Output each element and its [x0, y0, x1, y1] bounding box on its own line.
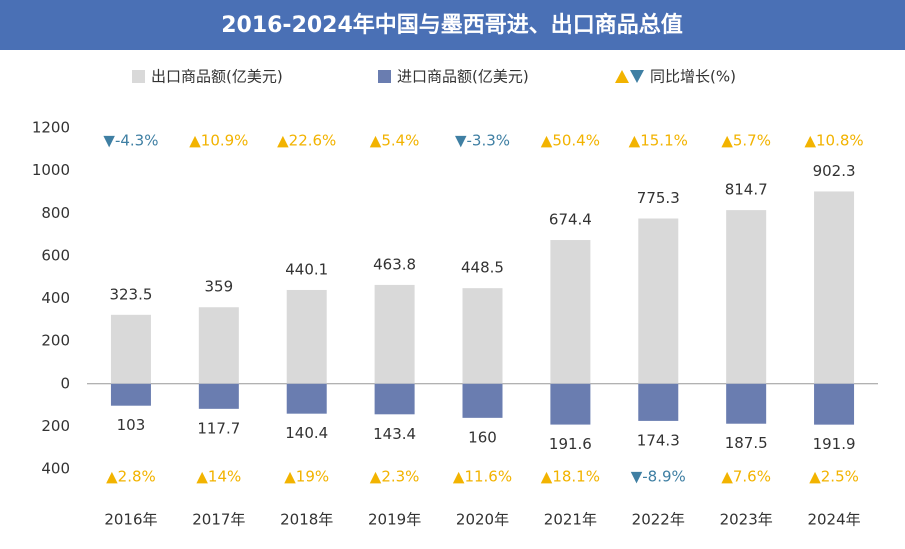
bar — [814, 383, 855, 425]
data-label: 117.7 — [197, 419, 240, 437]
bar — [726, 210, 767, 384]
y-tick-label: 400 — [41, 460, 70, 478]
legend-swatch — [132, 70, 145, 83]
legend-label: 进口商品额(亿美元) — [397, 68, 529, 86]
x-tick-label: 2023年 — [720, 511, 773, 529]
data-label: 814.7 — [725, 181, 768, 199]
growth-label: ▲2.3% — [370, 468, 420, 486]
bar — [110, 314, 151, 384]
growth-label: ▲7.6% — [721, 468, 771, 486]
data-label: 174.3 — [637, 431, 680, 449]
x-tick-label: 2017年 — [192, 511, 245, 529]
y-tick-label: 200 — [41, 332, 70, 350]
y-tick-label: 800 — [41, 204, 70, 222]
growth-label: ▲10.8% — [804, 132, 863, 150]
x-tick-label: 2016年 — [104, 511, 157, 529]
x-tick-label: 2019年 — [368, 511, 421, 529]
growth-label: ▲50.4% — [541, 132, 600, 150]
growth-label: ▲14% — [196, 468, 241, 486]
data-label: 191.9 — [813, 435, 856, 453]
growth-label: ▼-3.3% — [455, 132, 510, 150]
growth-label: ▲15.1% — [629, 132, 688, 150]
y-tick-label: 600 — [41, 246, 70, 264]
bar — [814, 191, 855, 384]
data-label: 187.5 — [725, 434, 768, 452]
x-tick-label: 2020年 — [456, 511, 509, 529]
data-label: 448.5 — [461, 259, 504, 277]
bar — [374, 284, 415, 384]
bar — [286, 289, 327, 384]
growth-label: ▼-8.9% — [631, 468, 686, 486]
growth-label: ▲2.5% — [809, 468, 859, 486]
data-label: 103 — [117, 416, 146, 434]
data-label: 674.4 — [549, 211, 592, 229]
x-tick-label: 2018年 — [280, 511, 333, 529]
legend-swatch — [378, 70, 391, 83]
y-tick-label: 400 — [41, 289, 70, 307]
bar — [286, 383, 327, 414]
y-tick-label: 0 — [60, 374, 70, 392]
legend-label: 同比增长(%) — [650, 68, 736, 86]
growth-label: ▲10.9% — [189, 132, 248, 150]
growth-label: ▲22.6% — [277, 132, 336, 150]
legend-up-icon — [615, 70, 629, 83]
growth-label: ▲2.8% — [106, 468, 156, 486]
bar — [550, 240, 591, 384]
data-label: 902.3 — [813, 162, 856, 180]
x-tick-label: 2022年 — [632, 511, 685, 529]
data-label: 140.4 — [285, 424, 328, 442]
data-label: 323.5 — [109, 285, 152, 303]
growth-label: ▼-4.3% — [103, 132, 158, 150]
data-label: 775.3 — [637, 189, 680, 207]
data-label: 160 — [468, 428, 497, 446]
data-label: 440.1 — [285, 260, 328, 278]
y-tick-label: 1200 — [32, 119, 70, 137]
x-tick-label: 2024年 — [807, 511, 860, 529]
bar — [638, 218, 679, 384]
data-label: 359 — [205, 278, 234, 296]
growth-label: ▲18.1% — [541, 468, 600, 486]
bar — [638, 383, 679, 421]
legend-label: 出口商品额(亿美元) — [151, 68, 283, 86]
data-label: 191.6 — [549, 435, 592, 453]
y-tick-label: 200 — [41, 417, 70, 435]
bar — [462, 288, 503, 384]
bar — [550, 383, 591, 425]
chart-title: 2016-2024年中国与墨西哥进、出口商品总值 — [221, 12, 683, 38]
bar — [110, 383, 151, 406]
x-tick-label: 2021年 — [544, 511, 597, 529]
title-bar — [0, 0, 905, 50]
growth-label: ▲19% — [284, 468, 329, 486]
growth-label: ▲5.7% — [721, 132, 771, 150]
growth-label: ▲5.4% — [370, 132, 420, 150]
bar — [726, 383, 767, 424]
legend-down-icon — [630, 70, 644, 83]
bar — [374, 383, 415, 415]
bar — [198, 307, 239, 384]
data-label: 143.4 — [373, 425, 416, 443]
y-tick-label: 1000 — [32, 161, 70, 179]
bar — [198, 383, 239, 409]
growth-label: ▲11.6% — [453, 468, 512, 486]
bar — [462, 383, 503, 418]
data-label: 463.8 — [373, 255, 416, 273]
